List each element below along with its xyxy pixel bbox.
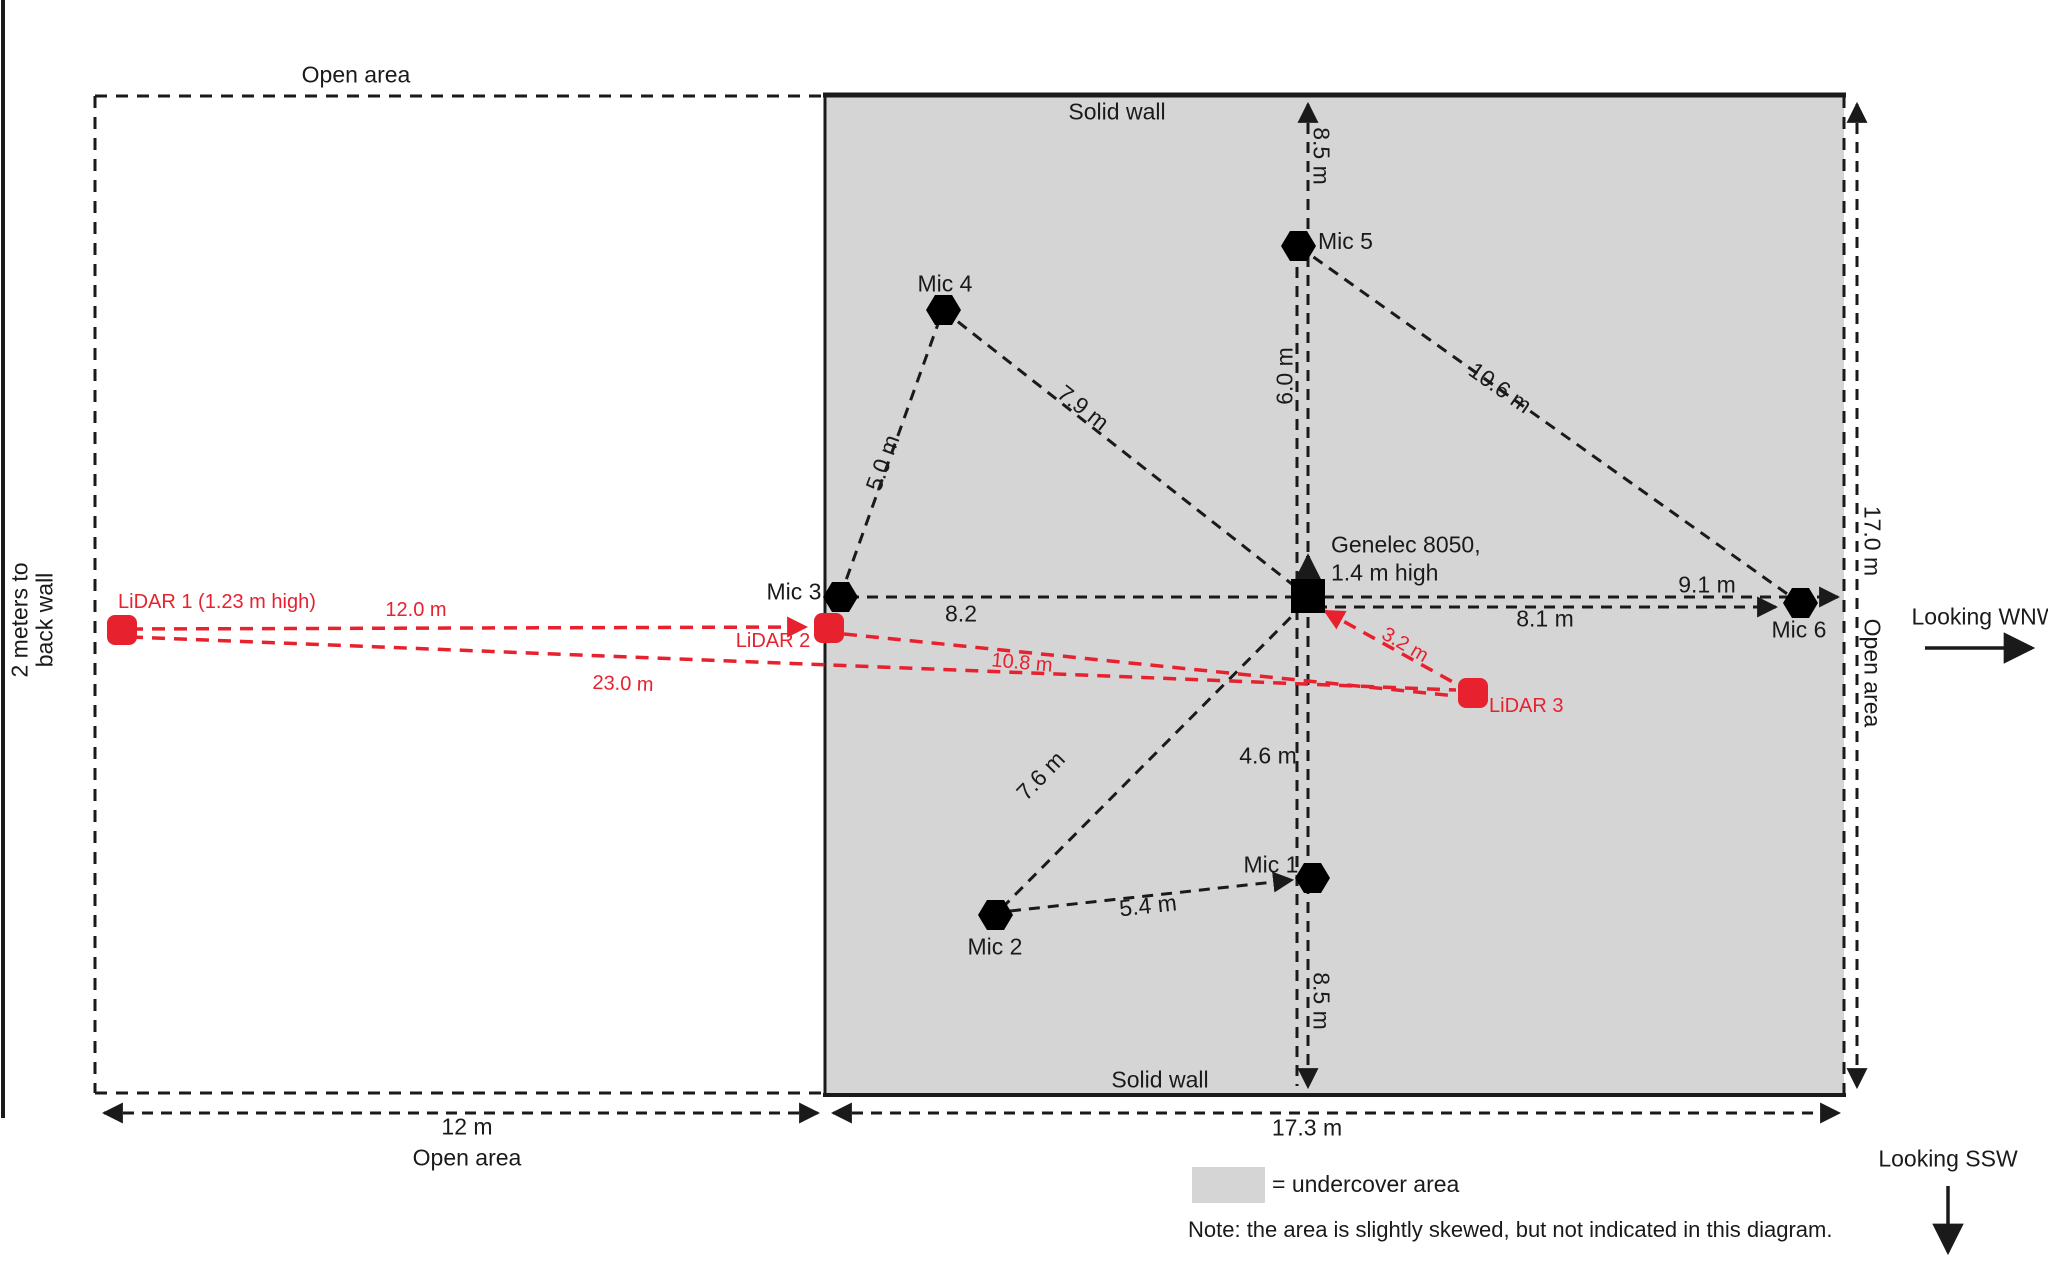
measure-lidar1-lidar2: 12.0 m <box>385 599 447 621</box>
legend-swatch <box>1192 1167 1265 1203</box>
looking-ssw-label: Looking SSW <box>1878 1145 2018 1172</box>
solid-wall-bottom-label: Solid wall <box>1111 1066 1209 1093</box>
mic5-label: Mic 5 <box>1318 228 1373 255</box>
lidar3-label: LiDAR 3 <box>1489 695 1564 717</box>
line-mic5-mic6 <box>1297 244 1801 605</box>
back-wall-label-line1: 2 meters to <box>6 562 33 678</box>
looking-wnw-label: Looking WNW <box>1911 603 2048 630</box>
line-mic3-mic4 <box>838 309 945 598</box>
lidar2-label: LiDAR 2 <box>735 630 811 652</box>
measure-mic1-wall: 8.5 m <box>1308 972 1335 1030</box>
lidar2-marker <box>814 613 844 643</box>
measure-mic5-speaker: 6.0 m <box>1271 347 1298 405</box>
measure-speaker-mic1: 4.6 m <box>1239 742 1297 769</box>
speaker-label-line2: 1.4 m high <box>1331 559 1439 585</box>
mic4-marker <box>926 295 961 325</box>
mic2-label: Mic 2 <box>967 933 1023 960</box>
speaker-marker <box>1291 579 1325 613</box>
measure-area-depth: 17.0 m <box>1859 505 1886 577</box>
line-lidar3-speaker <box>1323 609 1461 688</box>
legend-undercover-label: = undercover area <box>1272 1171 1460 1198</box>
measure-speaker-mic6: 8.1 m <box>1516 605 1574 632</box>
back-wall-label-line2: back wall <box>32 572 58 668</box>
line-lidar1-lidar2 <box>129 616 809 638</box>
line-lidar1-lidar3 <box>129 635 1457 692</box>
lidar3-marker <box>1458 678 1488 708</box>
mic6-label: Mic 6 <box>1771 616 1827 643</box>
mic6-marker <box>1783 588 1818 618</box>
line-mic4-speaker <box>942 308 1303 594</box>
measure-mic3-speaker: 8.2 <box>945 600 977 627</box>
line-speaker-mic2 <box>993 602 1306 917</box>
line-lidar2-lidar3 <box>843 632 1457 698</box>
speaker-label: Genelec 8050, 1.4 m high <box>1331 531 1481 586</box>
lidar1-marker <box>107 615 137 645</box>
measure-speaker-rightwall: 9.1 m <box>1678 571 1736 598</box>
measure-open-width: 12 m <box>441 1113 493 1140</box>
open-area-top-label: Open area <box>301 61 411 88</box>
measure-undercover-width: 17.3 m <box>1271 1114 1343 1141</box>
solid-wall-top-label: Solid wall <box>1068 98 1166 125</box>
lidar1-label: LiDAR 1 (1.23 m high) <box>118 591 316 613</box>
open-area-bottom-label: Open area <box>412 1144 522 1171</box>
mic1-marker <box>1295 863 1330 893</box>
line-mic2-mic1 <box>1009 871 1295 913</box>
speaker-label-line1: Genelec 8050, <box>1331 531 1481 558</box>
note-text: Note: the area is slightly skewed, but n… <box>1188 1216 1833 1242</box>
mic3-marker <box>823 582 858 612</box>
mic3-label: Mic 3 <box>766 578 822 605</box>
back-wall-label: 2 meters to back wall <box>6 562 59 678</box>
measure-wall-mic5: 8.5 m <box>1308 127 1335 185</box>
mic1-label: Mic 1 <box>1243 851 1299 878</box>
mic2-marker <box>978 900 1013 930</box>
mic5-marker <box>1281 231 1316 261</box>
mic4-label: Mic 4 <box>917 270 973 297</box>
open-area-right-label: Open area <box>1859 618 1886 728</box>
measure-lidar1-lidar3: 23.0 m <box>592 671 654 697</box>
